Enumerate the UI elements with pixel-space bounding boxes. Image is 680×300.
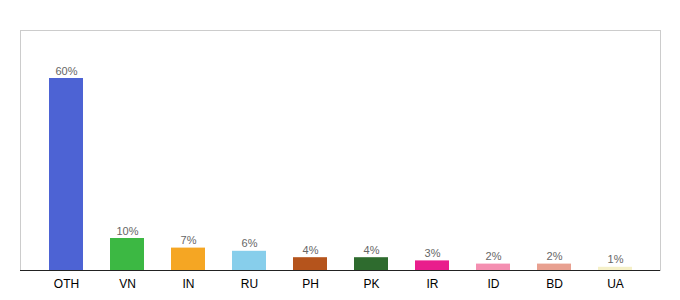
svg-text:VN: VN bbox=[119, 277, 136, 291]
svg-text:PH: PH bbox=[302, 277, 319, 291]
svg-text:RU: RU bbox=[241, 277, 258, 291]
svg-text:BD: BD bbox=[546, 277, 563, 291]
svg-text:PK: PK bbox=[363, 277, 379, 291]
svg-text:UA: UA bbox=[607, 277, 624, 291]
svg-text:IR: IR bbox=[427, 277, 439, 291]
svg-text:4%: 4% bbox=[364, 244, 380, 256]
svg-text:7%: 7% bbox=[181, 234, 197, 246]
svg-text:2%: 2% bbox=[547, 250, 563, 262]
svg-text:4%: 4% bbox=[303, 244, 319, 256]
svg-text:1%: 1% bbox=[608, 253, 624, 265]
svg-text:6%: 6% bbox=[242, 237, 258, 249]
svg-text:3%: 3% bbox=[425, 247, 441, 259]
svg-text:60%: 60% bbox=[55, 65, 77, 77]
svg-text:IN: IN bbox=[183, 277, 195, 291]
svg-text:10%: 10% bbox=[116, 225, 138, 237]
svg-text:2%: 2% bbox=[486, 250, 502, 262]
svg-text:OTH: OTH bbox=[54, 277, 79, 291]
svg-text:ID: ID bbox=[488, 277, 500, 291]
